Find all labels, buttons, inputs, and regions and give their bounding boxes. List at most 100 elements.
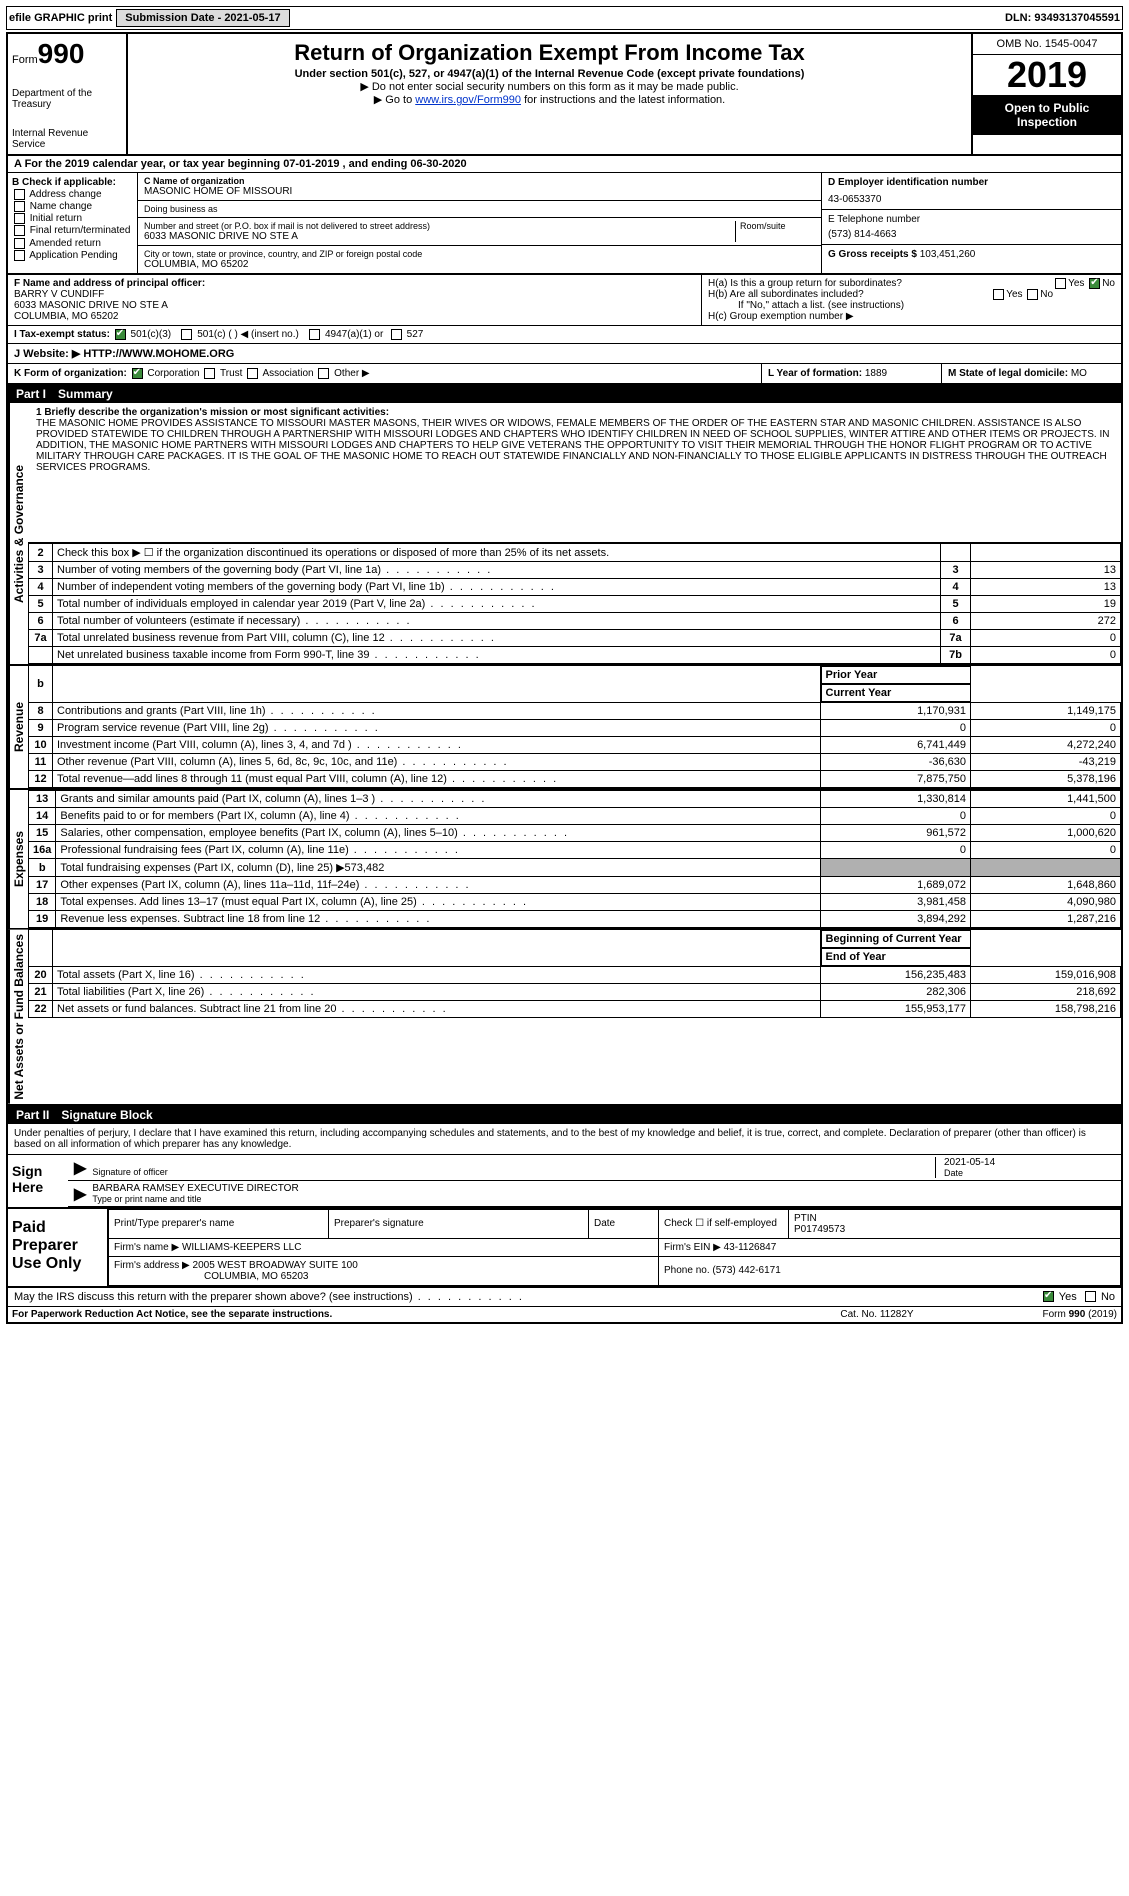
opt-527: 527 <box>407 329 424 340</box>
website-label: J Website: ▶ <box>14 348 80 360</box>
mission-text: THE MASONIC HOME PROVIDES ASSISTANCE TO … <box>36 418 1113 473</box>
row-j: J Website: ▶ HTTP://WWW.MOHOME.ORG <box>8 344 1121 364</box>
form-footer-label: Form 990 (2019) <box>957 1309 1117 1320</box>
form-990: Form990 Department of the Treasury Inter… <box>6 32 1123 1324</box>
table-row: 15Salaries, other compensation, employee… <box>29 825 1121 842</box>
dba-label: Doing business as <box>144 204 815 214</box>
chk-501c3[interactable] <box>115 329 126 340</box>
box-b-title: B Check if applicable: <box>12 177 133 188</box>
form-note1: ▶ Do not enter social security numbers o… <box>136 80 963 93</box>
chk-other[interactable] <box>318 368 329 379</box>
prep-selfemp-hdr: Check ☐ if self-employed <box>659 1209 789 1238</box>
end-year-hdr: End of Year <box>821 948 971 966</box>
chk-name-change[interactable]: Name change <box>12 201 133 212</box>
chk-application-pending[interactable]: Application Pending <box>12 250 133 261</box>
table-row: 19Revenue less expenses. Subtract line 1… <box>29 911 1121 928</box>
prep-sign-hdr: Preparer's signature <box>329 1209 589 1238</box>
officer-name-label: Type or print name and title <box>92 1194 1115 1204</box>
table-row: 16aProfessional fundraising fees (Part I… <box>29 842 1121 859</box>
table-row: 7aTotal unrelated business revenue from … <box>29 630 1121 647</box>
signature-declaration: Under penalties of perjury, I declare th… <box>8 1124 1121 1155</box>
chk-501c[interactable] <box>181 329 192 340</box>
opt-corp: Corporation <box>147 368 199 379</box>
org-name: MASONIC HOME OF MISSOURI <box>144 186 815 197</box>
ptin-value: P01749573 <box>794 1224 1115 1235</box>
discuss-yes-chk[interactable] <box>1043 1291 1054 1302</box>
chk-amended-return[interactable]: Amended return <box>12 238 133 249</box>
form-title: Return of Organization Exempt From Incom… <box>136 40 963 66</box>
chk-assoc[interactable] <box>247 368 258 379</box>
discuss-no-chk[interactable] <box>1085 1291 1096 1302</box>
dept-label: Department of the Treasury <box>12 88 122 110</box>
governance-table: 2Check this box ▶ ☐ if the organization … <box>28 543 1121 664</box>
discuss-question: May the IRS discuss this return with the… <box>14 1291 524 1303</box>
top-toolbar: efile GRAPHIC print Submission Date - 20… <box>6 6 1123 30</box>
tax-year: 2019 <box>973 55 1121 95</box>
form990-link[interactable]: www.irs.gov/Form990 <box>415 94 521 106</box>
sidelabel-activities: Activities & Governance <box>8 403 28 664</box>
org-name-label: C Name of organization <box>144 176 815 186</box>
table-row: 3Number of voting members of the governi… <box>29 562 1121 579</box>
net-assets-section: Net Assets or Fund Balances Beginning of… <box>8 930 1121 1106</box>
opt-4947: 4947(a)(1) or <box>325 329 383 340</box>
h-a-yes: Yes <box>1068 278 1084 289</box>
prep-date-hdr: Date <box>589 1209 659 1238</box>
discuss-no: No <box>1101 1291 1115 1303</box>
chk-trust[interactable] <box>204 368 215 379</box>
officer-addr2: COLUMBIA, MO 65202 <box>14 311 695 322</box>
chk-corp[interactable] <box>132 368 143 379</box>
section-bcdeg: B Check if applicable: Address change Na… <box>8 173 1121 275</box>
box-h: H(a) Is this a group return for subordin… <box>701 275 1121 325</box>
chk-4947[interactable] <box>309 329 320 340</box>
submission-date-button[interactable]: Submission Date - 2021-05-17 <box>116 9 289 27</box>
chk-address-change[interactable]: Address change <box>12 189 133 200</box>
activities-governance-section: Activities & Governance 1 Briefly descri… <box>8 403 1121 666</box>
sig-officer-label: Signature of officer <box>92 1167 167 1177</box>
revenue-section: Revenue b Prior Year Current Year 8Contr… <box>8 666 1121 790</box>
part2-header: Part II Signature Block <box>8 1106 1121 1124</box>
cat-number: Cat. No. 11282Y <box>797 1309 957 1320</box>
table-row: 11Other revenue (Part VIII, column (A), … <box>29 754 1121 771</box>
h-c-label: H(c) Group exemption number ▶ <box>708 311 1115 322</box>
table-row: 21Total liabilities (Part X, line 26)282… <box>29 984 1121 1001</box>
page-footer: For Paperwork Reduction Act Notice, see … <box>8 1307 1121 1322</box>
table-row: 4Number of independent voting members of… <box>29 579 1121 596</box>
table-row: 12Total revenue—add lines 8 through 11 (… <box>29 771 1121 788</box>
form-word: Form <box>12 54 38 66</box>
part2-title: Signature Block <box>61 1108 152 1122</box>
gross-receipts-label: G Gross receipts $ <box>828 249 917 260</box>
arrow-icon: ▶ <box>74 1184 86 1204</box>
firm-phone: (573) 442-6171 <box>712 1265 780 1276</box>
ein-label: D Employer identification number <box>828 177 1115 188</box>
chk-initial-return[interactable]: Initial return <box>12 213 133 224</box>
beg-year-hdr: Beginning of Current Year <box>821 930 971 948</box>
ptin-hdr: PTIN <box>794 1213 1115 1224</box>
opt-assoc: Association <box>262 368 313 379</box>
header-right: OMB No. 1545-0047 2019 Open to Public In… <box>971 34 1121 154</box>
sig-date-value: 2021-05-14 <box>944 1157 1115 1168</box>
box-f: F Name and address of principal officer:… <box>8 275 701 325</box>
arrow-icon: ▶ <box>74 1158 86 1178</box>
officer-label: F Name and address of principal officer: <box>14 278 695 289</box>
opt-501c3: 501(c)(3) <box>131 329 172 340</box>
firm-ein: 43-1126847 <box>724 1242 777 1253</box>
h-b-label: H(b) Are all subordinates included? <box>708 289 864 300</box>
chk-final-return[interactable]: Final return/terminated <box>12 225 133 236</box>
firm-name: WILLIAMS-KEEPERS LLC <box>182 1242 301 1253</box>
table-row: Net unrelated business taxable income fr… <box>29 647 1121 664</box>
table-row: 5Total number of individuals employed in… <box>29 596 1121 613</box>
gross-receipts-value: 103,451,260 <box>920 249 976 260</box>
sidelabel-expenses: Expenses <box>8 790 28 928</box>
chk-527[interactable] <box>391 329 402 340</box>
note2-pre: ▶ Go to <box>374 94 415 106</box>
sig-date-label: Date <box>944 1168 1115 1178</box>
mission-label: 1 Briefly describe the organization's mi… <box>36 407 1113 418</box>
expenses-table: 13Grants and similar amounts paid (Part … <box>28 790 1121 928</box>
revenue-table: b Prior Year Current Year 8Contributions… <box>28 666 1121 788</box>
officer-signature-line[interactable]: ▶ Signature of officer 2021-05-14Date <box>68 1155 1121 1181</box>
form-org-label: K Form of organization: <box>14 368 127 379</box>
phone-label: E Telephone number <box>828 214 1115 225</box>
table-row: 2Check this box ▶ ☐ if the organization … <box>29 544 1121 562</box>
street-label: Number and street (or P.O. box if mail i… <box>144 221 735 231</box>
paid-preparer-label: Paid Preparer Use Only <box>8 1209 108 1286</box>
